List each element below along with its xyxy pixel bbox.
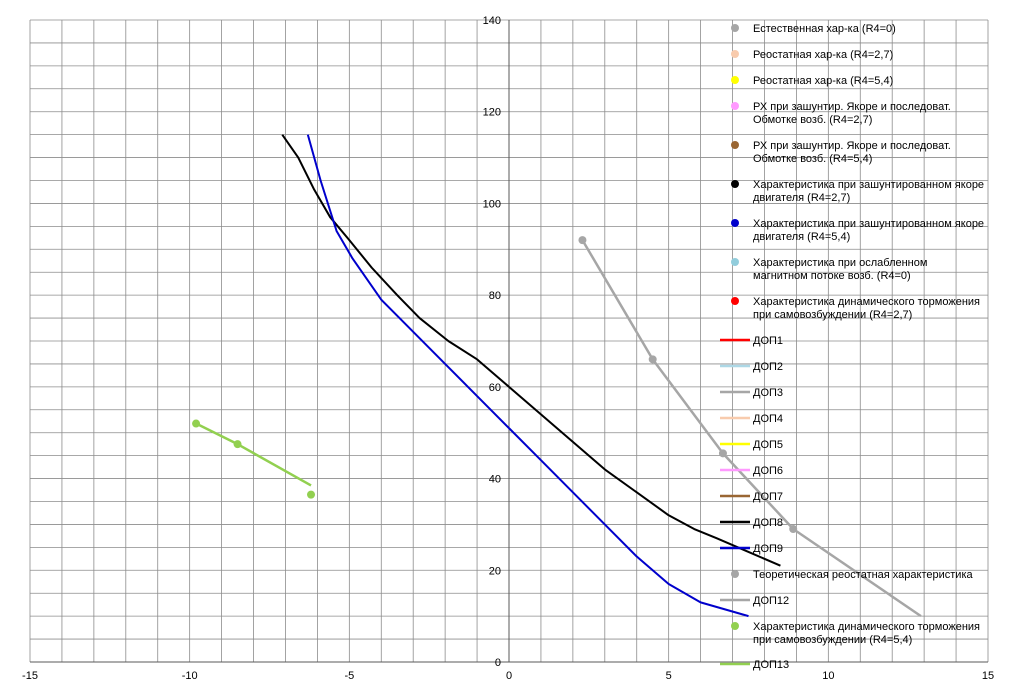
legend-item: Характеристика при ослабленноммагнитном … bbox=[731, 257, 927, 282]
legend-marker bbox=[731, 180, 739, 188]
legend-marker bbox=[731, 219, 739, 227]
y-tick-label: 60 bbox=[489, 382, 501, 394]
data-point bbox=[718, 449, 727, 458]
legend-item: РХ при зашунтир. Якоре и последоват.Обмо… bbox=[731, 101, 951, 126]
legend-label: Теоретическая реостатная характеристика bbox=[753, 569, 974, 581]
legend-label: Обмотке возб. (R4=5,4) bbox=[753, 153, 872, 165]
legend-marker bbox=[731, 570, 739, 578]
legend-marker bbox=[731, 622, 739, 630]
legend-label: ДОП9 bbox=[753, 543, 783, 555]
legend-label: двигателя (R4=2,7) bbox=[753, 192, 850, 204]
legend-label: Характеристика при зашунтированном якоре bbox=[753, 218, 984, 230]
axes: -15 -10 -5 0 5 10 15 0 20 40 60 80 100 120 140 bbox=[22, 15, 994, 682]
x-tick-label: 5 bbox=[666, 670, 672, 682]
x-tick-label: 15 bbox=[982, 670, 994, 682]
legend-marker bbox=[731, 76, 739, 84]
grid bbox=[29, 19, 989, 663]
x-tick-label: -15 bbox=[22, 670, 38, 682]
legend-label: ДОП5 bbox=[753, 439, 783, 451]
legend-label: ДОП8 bbox=[753, 517, 783, 529]
legend-item: Реостатная хар-ка (R4=5,4) bbox=[731, 75, 893, 87]
legend-item: ДОП3 bbox=[720, 387, 783, 399]
legend-label: Реостатная хар-ка (R4=5,4) bbox=[753, 75, 893, 87]
legend-item: РХ при зашунтир. Якоре и последоват.Обмо… bbox=[731, 140, 951, 165]
legend-label: ДОП4 bbox=[753, 413, 783, 425]
y-tick-label: 100 bbox=[483, 198, 501, 210]
legend: Естественная хар-ка (R4=0) Реостатная хар… bbox=[720, 23, 984, 671]
legend-marker bbox=[731, 258, 739, 266]
legend-label: ДОП2 bbox=[753, 361, 783, 373]
legend-label: магнитном потоке возб. (R4=0) bbox=[753, 270, 911, 282]
legend-item: Естественная хар-ка (R4=0) bbox=[731, 23, 896, 35]
x-tick-label: 0 bbox=[506, 670, 512, 682]
legend-item: Теоретическая реостатная характеристика bbox=[731, 569, 974, 581]
legend-marker bbox=[731, 50, 739, 58]
y-tick-label: 20 bbox=[489, 565, 501, 577]
legend-label: при самовозбуждении (R4=2,7) bbox=[753, 309, 912, 321]
legend-item: Характеристика динамического торможенияп… bbox=[731, 621, 980, 646]
legend-item: ДОП8 bbox=[720, 517, 783, 529]
legend-item: ДОП12 bbox=[720, 595, 789, 607]
legend-label: Характеристика динамического торможения bbox=[753, 621, 980, 633]
data-point bbox=[578, 236, 587, 245]
legend-label: РХ при зашунтир. Якоре и последоват. bbox=[753, 140, 951, 152]
legend-label: Характеристика при ослабленном bbox=[753, 257, 927, 269]
legend-label: ДОП13 bbox=[753, 659, 789, 671]
y-tick-label: 0 bbox=[495, 657, 501, 669]
x-tick-label: 10 bbox=[822, 670, 834, 682]
legend-label: двигателя (R4=5,4) bbox=[753, 231, 850, 243]
legend-label: Реостатная хар-ка (R4=2,7) bbox=[753, 49, 893, 61]
legend-label: Обмотке возб. (R4=2,7) bbox=[753, 114, 872, 126]
data-point bbox=[233, 440, 242, 449]
legend-item: ДОП9 bbox=[720, 543, 783, 555]
legend-item: Характеристика динамического торможенияп… bbox=[731, 296, 980, 321]
legend-label: ДОП12 bbox=[753, 595, 789, 607]
x-tick-label: -5 bbox=[344, 670, 354, 682]
legend-item: ДОП5 bbox=[720, 439, 783, 451]
data-point bbox=[307, 490, 316, 499]
data-point bbox=[789, 525, 798, 534]
y-tick-label: 40 bbox=[489, 474, 501, 486]
legend-marker bbox=[731, 24, 739, 32]
x-tick-label: -10 bbox=[182, 670, 198, 682]
legend-label: ДОП6 bbox=[753, 465, 783, 477]
y-tick-label: 120 bbox=[483, 107, 501, 119]
legend-label: Характеристика при зашунтированном якоре bbox=[753, 179, 984, 191]
legend-item: ДОП2 bbox=[720, 361, 783, 373]
data-point bbox=[648, 355, 657, 364]
legend-item: ДОП4 bbox=[720, 413, 783, 425]
legend-item: ДОП13 bbox=[720, 659, 789, 671]
legend-label: РХ при зашунтир. Якоре и последоват. bbox=[753, 101, 951, 113]
legend-label: Естественная хар-ка (R4=0) bbox=[753, 23, 896, 35]
legend-label: ДОП1 bbox=[753, 335, 783, 347]
legend-marker bbox=[731, 297, 739, 305]
data-point bbox=[192, 419, 201, 428]
y-tick-label: 140 bbox=[483, 15, 501, 27]
legend-item: Реостатная хар-ка (R4=2,7) bbox=[731, 49, 893, 61]
legend-label: ДОП7 bbox=[753, 491, 783, 503]
y-tick-label: 80 bbox=[489, 290, 501, 302]
legend-item: ДОП6 bbox=[720, 465, 783, 477]
legend-marker bbox=[731, 102, 739, 110]
legend-item: ДОП1 bbox=[720, 335, 783, 347]
series-layer bbox=[192, 134, 922, 618]
legend-item: Характеристика при зашунтированном якоре… bbox=[731, 218, 984, 243]
legend-item: Характеристика при зашунтированном якоре… bbox=[731, 179, 984, 204]
legend-marker bbox=[731, 141, 739, 149]
legend-label: при самовозбуждении (R4=5,4) bbox=[753, 634, 912, 646]
legend-item: ДОП7 bbox=[720, 491, 783, 503]
series-line bbox=[306, 134, 749, 618]
legend-label: ДОП3 bbox=[753, 387, 783, 399]
legend-label: Характеристика динамического торможения bbox=[753, 296, 980, 308]
